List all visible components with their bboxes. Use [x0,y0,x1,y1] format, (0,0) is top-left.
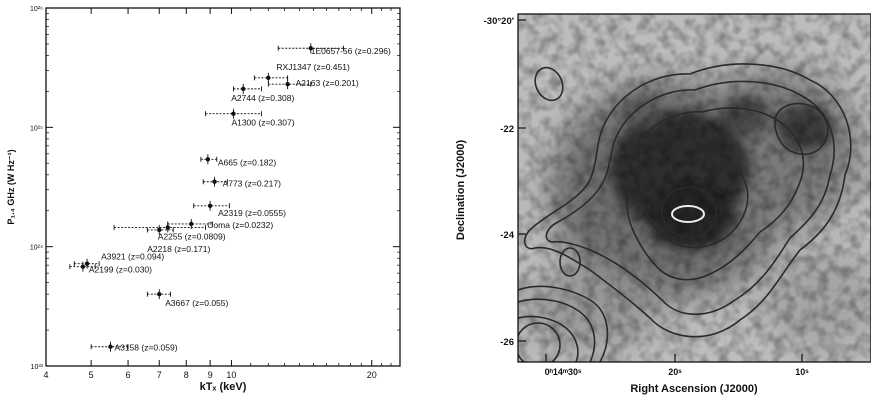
data-point [241,86,246,92]
point-label: A2218 (z=0.171) [147,244,210,254]
x-tick-label: 20 [367,370,377,380]
point-label: A2199 (z=0.030) [89,265,152,275]
x-axis-ticks: 4 5 6 7 8 9 10 20 [43,8,401,380]
point-label: A773 (z=0.217) [223,179,282,189]
map-y-tick-marks [518,19,803,362]
data-points: 1E0657-56 (z=0.296) RXJ1347 (z=0.451) A216… [69,43,391,353]
x-tick-label: 10 [226,370,236,380]
point-label: Coma (z=0.0232) [207,220,273,230]
point-label: A1300 (z=0.307) [231,118,294,128]
y-tick-label: 10³³ [31,364,44,371]
x-tick-label: 8 [184,370,189,380]
map-x-tick-label: 0ʰ14ᵐ30ˢ [545,367,582,377]
point-label: A665 (z=0.182) [218,157,277,167]
map-x-tick-label: 10ˢ [795,367,809,377]
point-label: RXJ1347 (z=0.451) [276,62,350,72]
point-label: A3667 (z=0.055) [165,298,228,308]
y-axis-ticks: 10³³ 10²⁴ 10²⁵ 10²⁶ [30,6,400,371]
point-label: A3158 (z=0.059) [114,343,177,353]
x-axis-label: kTₓ (keV) [200,381,247,393]
data-point [165,225,170,230]
map-x-axis-label: Right Ascension (J2000) [630,383,758,395]
x-tick-label: 4 [43,370,48,380]
point-label: 1E0657-56 (z=0.296) [311,46,391,56]
x-tick-label: 6 [126,370,131,380]
data-point [205,157,211,162]
data-point [189,221,194,227]
contour-map-svg: -30°20′ -22 -24 -26 0ʰ14ᵐ30ˢ 20ˢ 10ˢ Rig… [455,13,871,395]
data-point [157,227,162,233]
radio-power-temperature-plot: 4 5 6 7 8 9 10 20 10³³ 10²⁴ 10²⁵ 10²⁶ 1E0657-56 (z… [0,0,440,398]
map-y-axis-label: Declination (J2000) [455,140,467,241]
map-image [518,14,871,362]
x-tick-label: 5 [89,370,94,380]
map-y-tick-label: -22 [500,124,514,135]
y-tick-label: 10²⁶ [30,6,43,13]
map-frame [517,13,871,363]
data-point [308,46,313,51]
point-label: A2255 (z=0.0809) [158,231,226,241]
y-tick-label: 10²⁵ [30,125,43,132]
map-y-tick-label: -24 [500,230,514,241]
y-tick-label: 10²⁴ [30,245,43,252]
data-point [285,81,290,87]
data-point [157,291,162,297]
data-point [207,203,213,209]
radio-contour-map: -30°20′ -22 -24 -26 0ʰ14ᵐ30ˢ 20ˢ 10ˢ Rig… [440,0,871,398]
y-axis-label: P₁.₄ GHz (W Hz⁻¹) [6,149,16,224]
data-point [80,264,86,269]
map-y-tick-label: -30°20′ [484,16,515,27]
data-point [266,75,271,81]
data-point [84,261,90,266]
data-point [108,344,113,349]
map-y-tick-label: -26 [500,337,514,348]
point-label: A2163 (z=0.201) [296,78,359,88]
point-label: A3921 (z=0.094) [101,252,164,262]
x-tick-label: 9 [208,370,213,380]
data-point [212,179,217,184]
plot-frame [45,7,401,367]
scatter-plot-svg: 4 5 6 7 8 9 10 20 10³³ 10²⁴ 10²⁵ 10²⁶ 1E0657-56 (z… [6,6,401,393]
point-label: A2319 (z=0.0555) [218,208,286,218]
contour-lines [518,63,852,362]
x-tick-label: 7 [157,370,162,380]
data-point [231,111,236,116]
map-x-tick-label: 20ˢ [668,367,682,377]
point-label: A2744 (z=0.308) [231,93,294,103]
